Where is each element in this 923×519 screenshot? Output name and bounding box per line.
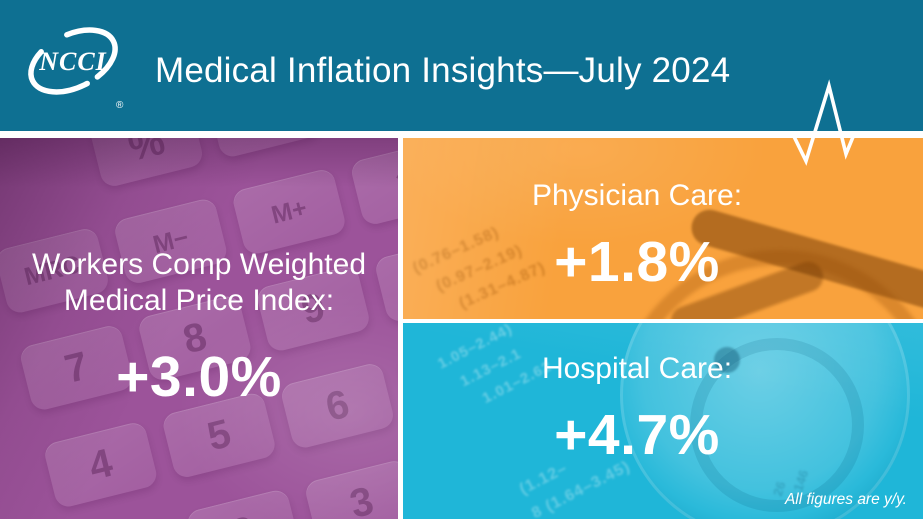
logo-text: NCCI — [38, 47, 107, 76]
ncci-logo-icon: NCCI ® — [28, 27, 124, 111]
hospital-label: Hospital Care: — [541, 352, 733, 385]
physician-value: +1.8% — [554, 230, 720, 295]
stethoscope-chestpiece-icon — [620, 323, 910, 519]
hospital-value: +4.7% — [554, 403, 720, 468]
footnote: All figures are y/y. — [784, 491, 907, 508]
panel-hospital-care: 1.05–2.44) 1.13–2.1 1.01–2.62 (1.12– 8 (1.6… — [403, 323, 923, 519]
wc-index-label-line1: Workers Comp Weighted — [31, 248, 366, 282]
header-bar: NCCI ® Medical Inflation Insights—July 2… — [0, 0, 923, 131]
wc-index-label: Workers Comp Weighted Medical Price Inde… — [32, 247, 366, 318]
wc-index-text-block: Workers Comp Weighted Medical Price Inde… — [0, 138, 398, 519]
panel-physician-care: (0.76–1.58) (0.97–2.19) (1.31–4.87) Physic… — [403, 138, 923, 319]
page-title: Medical Inflation Insights—July 2024 — [155, 50, 731, 90]
physician-label: Physician Care: — [531, 178, 743, 212]
logo-registered-mark: ® — [116, 100, 124, 111]
wc-index-label-line2: Medical Price Index: — [63, 283, 335, 317]
hospital-text-block: Hospital Care: +4.7% — [403, 323, 897, 519]
stethoscope-center-dot-icon — [714, 347, 740, 373]
physician-text-block: Physician Care: +1.8% — [403, 146, 897, 319]
wc-index-value: +3.0% — [116, 344, 282, 409]
panel-wc-medical-price-index: RATE SET%TAX−TAX RATETAX+÷MRCM−M+×789−45… — [0, 138, 398, 519]
